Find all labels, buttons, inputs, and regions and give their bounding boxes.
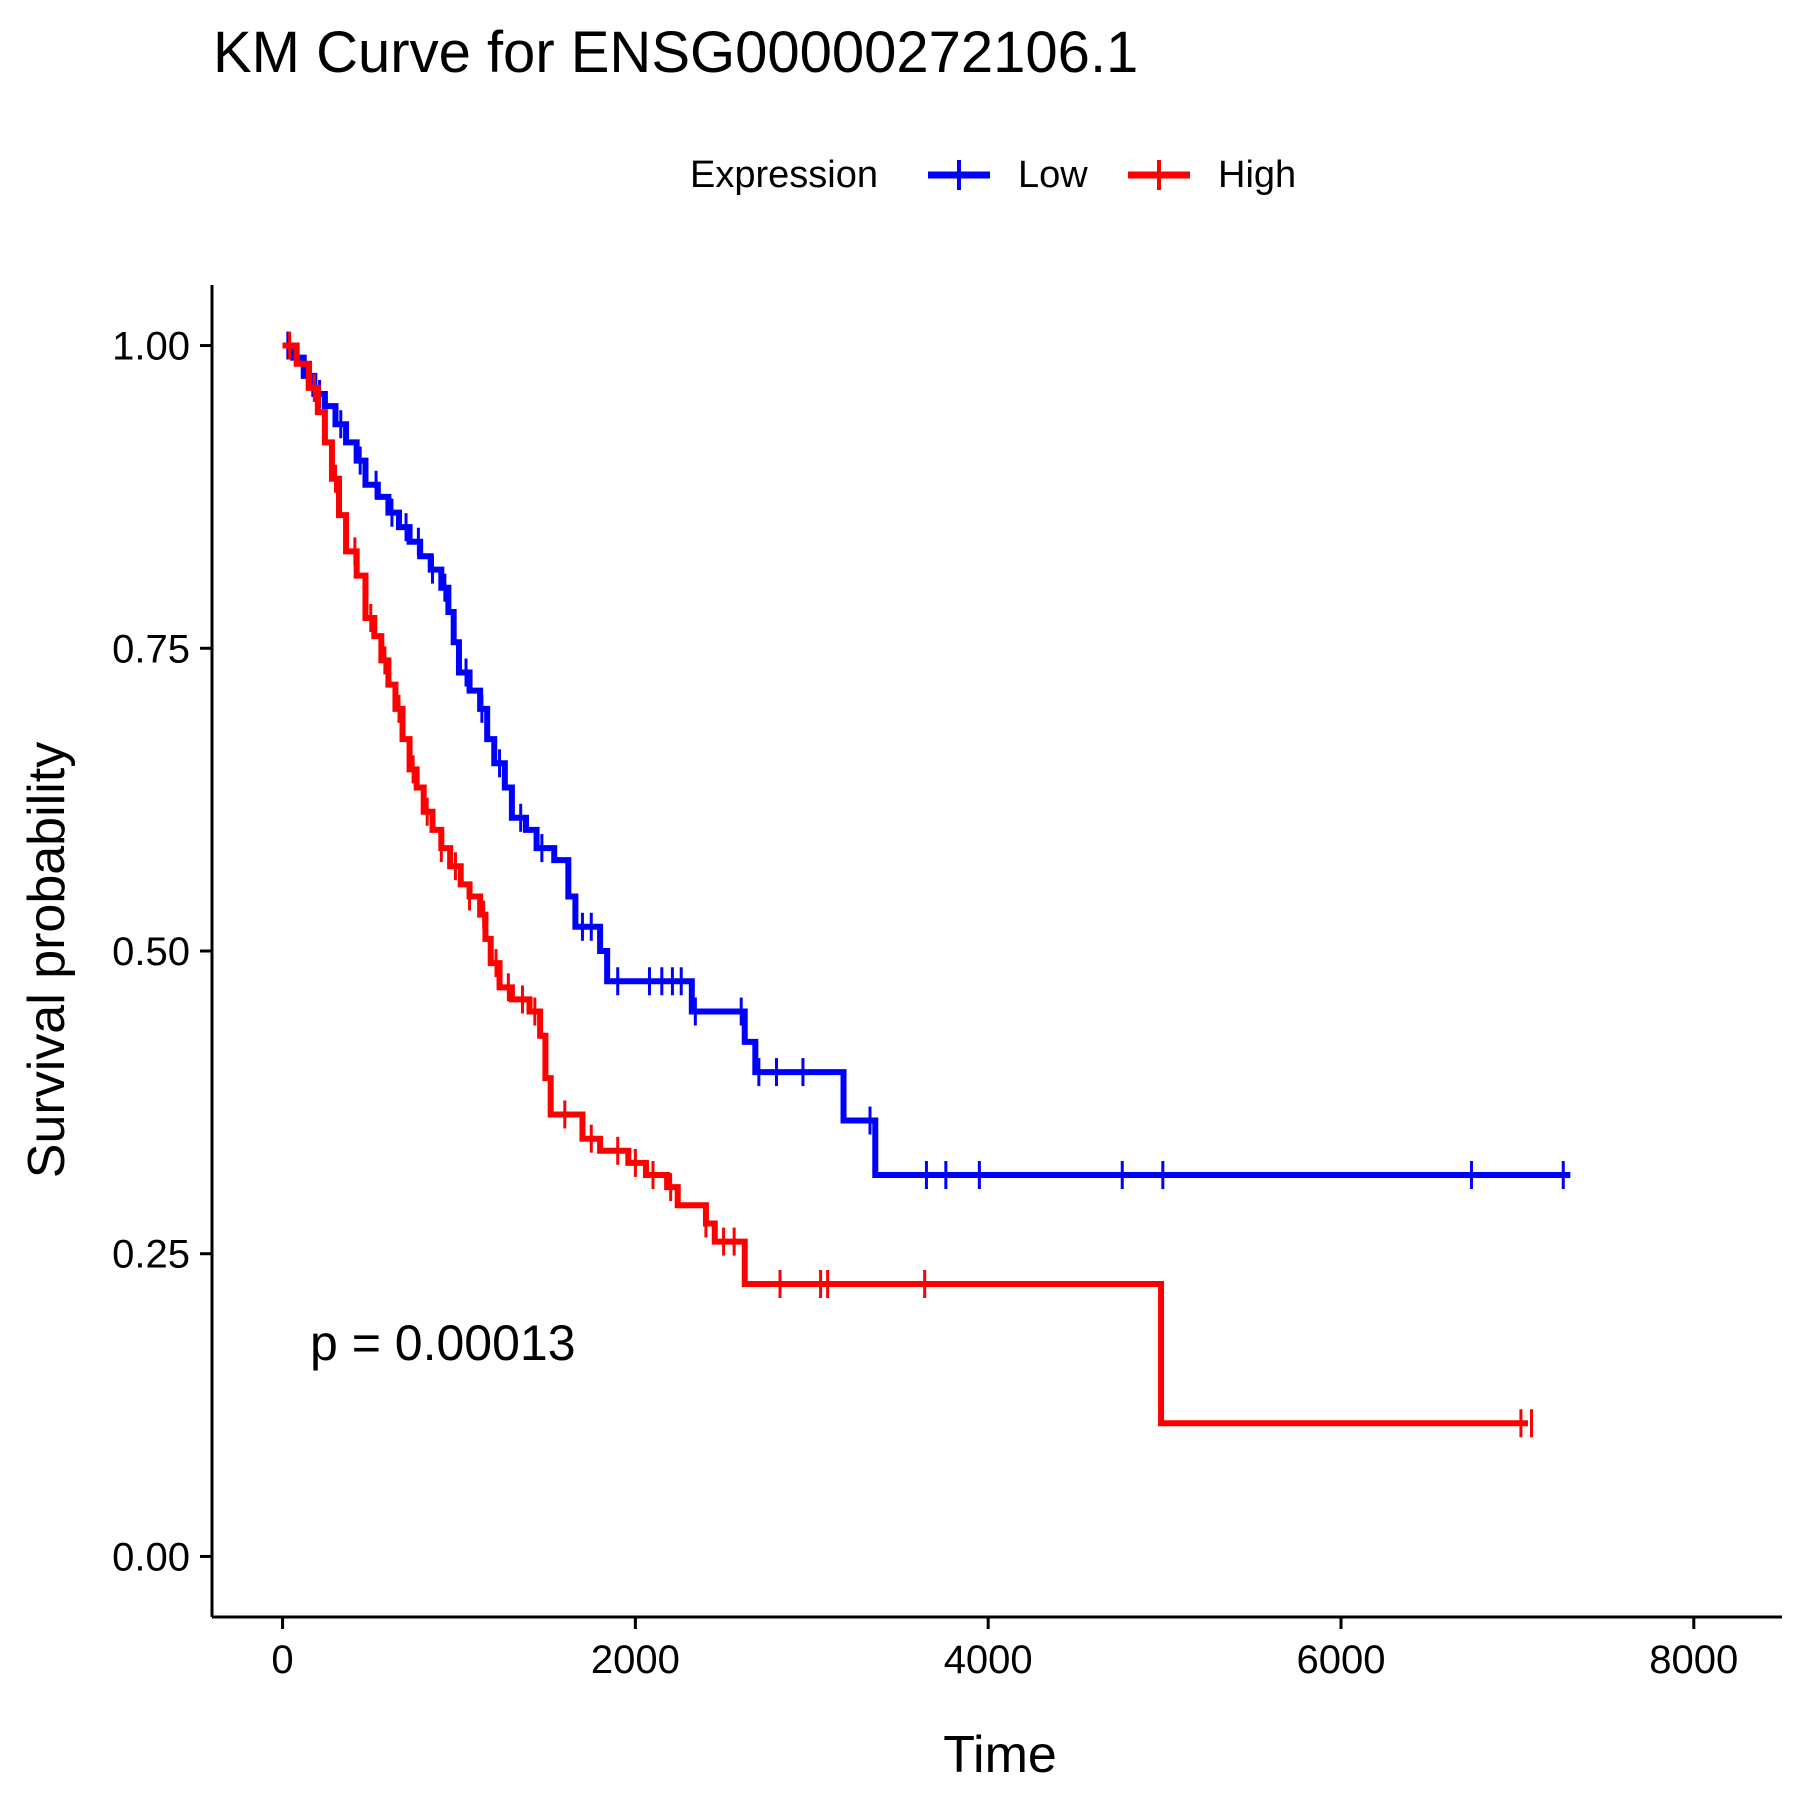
legend-high-label: High — [1218, 154, 1296, 196]
legend-low-label: Low — [1018, 154, 1088, 196]
x-tick-label: 4000 — [944, 1638, 1033, 1682]
x-tick-label: 6000 — [1296, 1638, 1385, 1682]
chart-title: KM Curve for ENSG00000272106.1 — [213, 20, 1138, 85]
y-tick-label: 0.25 — [112, 1233, 190, 1277]
x-axis-title: Time — [943, 1726, 1057, 1784]
x-tick-label: 2000 — [591, 1638, 680, 1682]
x-tick-label: 0 — [271, 1638, 293, 1682]
y-tick-label: 0.00 — [112, 1535, 190, 1579]
series-layer — [282, 331, 1571, 1438]
x-tick-label: 8000 — [1649, 1638, 1738, 1682]
km-curve-low — [282, 342, 1571, 1179]
km-curve-high — [282, 342, 1528, 1427]
legend-title: Expression — [690, 154, 878, 196]
y-ticks: 0.00 0.25 0.50 0.75 1.00 — [112, 325, 212, 1579]
p-value-annotation: p = 0.00013 — [310, 1315, 576, 1371]
legend: Expression Low High — [690, 154, 1296, 196]
y-axis-title: Survival probability — [18, 742, 76, 1178]
series-low — [282, 331, 1571, 1190]
y-tick-label: 0.75 — [112, 627, 190, 671]
series-high — [282, 331, 1534, 1438]
y-tick-label: 0.50 — [112, 930, 190, 974]
x-ticks: 0 2000 4000 6000 8000 — [271, 1617, 1738, 1682]
y-tick-label: 1.00 — [112, 325, 190, 369]
